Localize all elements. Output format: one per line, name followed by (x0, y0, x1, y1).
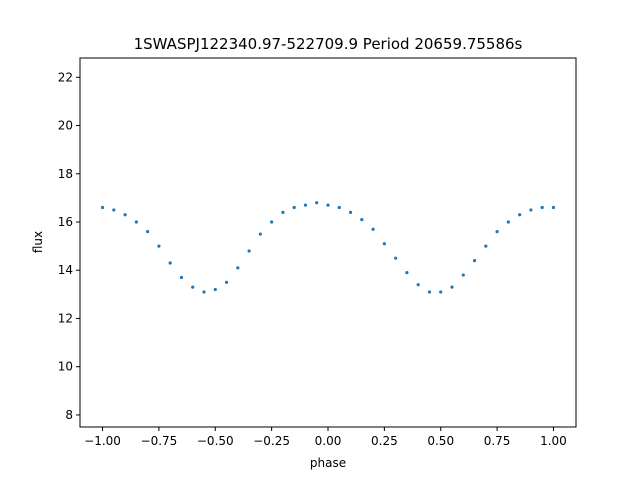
x-tick-label: 0.00 (315, 434, 342, 448)
data-point (495, 230, 499, 234)
data-point (292, 205, 296, 210)
y-tick-label: 20 (58, 119, 73, 133)
y-tick-label: 10 (58, 360, 73, 374)
data-point (315, 201, 319, 205)
data-point (382, 242, 386, 246)
y-axis-ticks: 8 10 12 14 16 18 20 22 (58, 70, 80, 422)
data-point (540, 205, 544, 210)
x-tick-label: 0.50 (427, 434, 454, 448)
data-point (405, 271, 409, 275)
data-point (427, 290, 432, 294)
data-point (213, 287, 217, 292)
data-point (303, 203, 308, 207)
x-axis-ticks: −1.00 −0.75 −0.50 −0.25 0.00 0.25 0.50 0.75 1.00 (84, 427, 567, 448)
data-point (551, 205, 556, 210)
data-point (202, 290, 206, 294)
data-point (157, 244, 161, 248)
data-point (348, 210, 353, 214)
data-point (281, 210, 285, 214)
plot-frame (79, 57, 577, 428)
y-axis-label: flux (31, 231, 45, 253)
scatter-points (100, 201, 556, 294)
x-tick-label: 0.25 (371, 434, 398, 448)
data-point (416, 283, 420, 287)
x-tick-label: −0.50 (197, 434, 234, 448)
y-tick-label: 12 (58, 311, 73, 325)
data-point (439, 290, 443, 294)
x-tick-label: 0.75 (484, 434, 511, 448)
x-tick-label: −0.25 (253, 434, 290, 448)
data-point (146, 230, 150, 234)
data-point (472, 258, 477, 263)
chart-title: 1SWASPJ122340.97-522709.9 Period 20659.7… (134, 35, 523, 53)
x-tick-label: 1.00 (540, 434, 567, 448)
data-point (247, 249, 251, 253)
data-point (191, 285, 195, 289)
data-point (506, 220, 510, 224)
data-point (484, 244, 488, 248)
data-point (270, 220, 274, 224)
data-point (360, 217, 364, 222)
data-point (112, 208, 116, 212)
x-tick-label: −1.00 (84, 434, 121, 448)
data-point (134, 220, 138, 224)
data-point (100, 205, 105, 210)
data-point (371, 227, 375, 231)
data-point (518, 213, 522, 217)
data-point (529, 208, 533, 212)
data-point (168, 261, 172, 265)
y-tick-label: 22 (58, 70, 73, 84)
data-point (337, 205, 341, 210)
data-point (224, 280, 229, 284)
y-tick-label: 18 (58, 167, 73, 181)
data-point (236, 266, 240, 270)
data-point (450, 285, 454, 289)
y-tick-label: 16 (58, 215, 73, 229)
data-point (179, 275, 184, 280)
data-point (461, 273, 465, 277)
y-tick-label: 14 (58, 263, 73, 277)
x-axis-label: phase (310, 456, 346, 470)
data-point (394, 256, 398, 260)
data-point (326, 203, 330, 207)
x-tick-label: −0.75 (141, 434, 178, 448)
data-point (123, 213, 127, 217)
data-point (258, 232, 262, 236)
y-tick-label: 8 (65, 408, 73, 422)
